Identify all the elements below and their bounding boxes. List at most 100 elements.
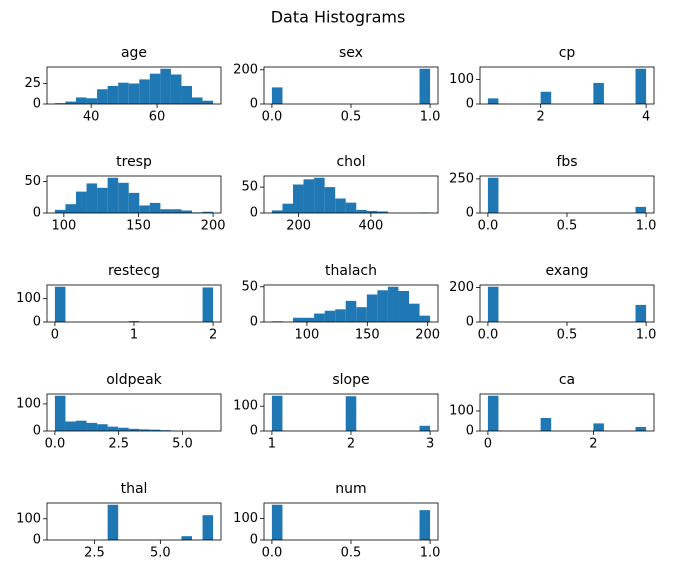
y-tick-label: 0 [250,533,258,548]
bar [593,423,604,431]
x-tick-label: 100 [295,328,320,343]
bar [271,504,283,540]
subplot-title: cp [559,45,576,61]
subplot-title: tresp [116,154,152,170]
bar [335,198,346,213]
bar [593,82,604,104]
bar [128,192,140,213]
bar [107,85,119,104]
y-tick-label: 200 [233,62,258,77]
bar [366,294,378,322]
bar [149,202,161,213]
x-tick-label: 0.5 [557,328,578,343]
bar [192,97,203,104]
y-tick-label: 50 [241,180,258,195]
x-tick-label: 1.0 [636,219,657,234]
axes-frame [479,66,655,105]
y-tick-label: 0 [33,424,41,439]
y-tick-label: 0 [466,97,474,112]
x-tick-label: 200 [415,328,440,343]
bar [118,82,129,104]
x-tick-label: 0.5 [557,219,578,234]
bar [540,417,552,431]
subplot-title: num [335,481,366,497]
bar [107,504,119,540]
bar [128,321,140,322]
y-tick-label: 250 [449,171,474,186]
bar [487,395,499,431]
bar [160,430,171,431]
x-tick-label: 40 [83,110,100,125]
x-tick-label: 100 [51,219,76,234]
bar [54,209,66,213]
bar [419,510,431,540]
bar [149,73,161,104]
y-tick-label: 0 [250,97,258,112]
y-tick-label: 100 [449,72,474,87]
subplot-title: slope [332,372,369,388]
bar [107,426,119,431]
x-tick-label: 5.0 [150,546,171,561]
x-tick-label: 2 [347,437,355,452]
y-tick-label: 100 [233,511,258,526]
subplot-title: oldpeak [106,372,162,388]
subplot-title: restecg [108,263,160,279]
y-tick-label: 100 [449,403,474,418]
y-tick-label: 0 [250,206,258,221]
x-tick-label: 1 [130,328,138,343]
bar [387,286,399,322]
y-tick-label: 100 [16,396,41,411]
bar [97,187,108,213]
x-tick-label: 0.0 [478,328,499,343]
bar [149,429,161,431]
subplot-title: chol [336,154,365,170]
y-tick-label: 100 [16,291,41,306]
bar [377,211,388,213]
bar [293,184,304,213]
x-tick-label: 5.0 [172,437,193,452]
bar [356,209,367,213]
y-tick-label: 0 [33,315,41,330]
bar [271,210,283,213]
bar [139,79,150,104]
bar [487,177,499,213]
y-tick-label: 0 [33,206,41,221]
bar [97,89,108,104]
subplot-title: age [121,45,147,61]
y-tick-label: 50 [24,174,41,189]
x-tick-label: 150 [126,219,151,234]
bar [271,395,283,431]
x-tick-label: 60 [149,110,166,125]
bar [75,191,87,213]
bar [419,68,431,104]
y-tick-label: 100 [233,399,258,414]
subplot-title: fbs [556,154,577,170]
bar [487,286,499,322]
x-tick-label: 3 [426,437,434,452]
bar [86,98,98,104]
bar [54,286,66,322]
bar [345,202,357,213]
y-tick-label: 50 [241,279,258,294]
bar [356,307,367,322]
x-tick-label: 1.0 [420,546,441,561]
x-tick-label: 150 [355,328,380,343]
bar [540,91,552,104]
x-tick-label: 200 [286,219,311,234]
bar [419,315,431,322]
bar [303,317,315,322]
x-tick-label: 0.5 [341,546,362,561]
bar [366,210,378,213]
axes-frame [479,393,655,432]
subplot-title: thal [121,481,148,497]
bar [118,182,129,213]
y-tick-label: 0 [466,424,474,439]
x-tick-label: 2 [209,328,217,343]
y-tick-label: 25 [24,76,41,91]
bar [345,396,357,431]
x-tick-label: 0 [51,328,59,343]
bar [635,426,647,431]
bar [271,87,283,104]
bar [635,68,647,104]
bar [160,209,171,213]
